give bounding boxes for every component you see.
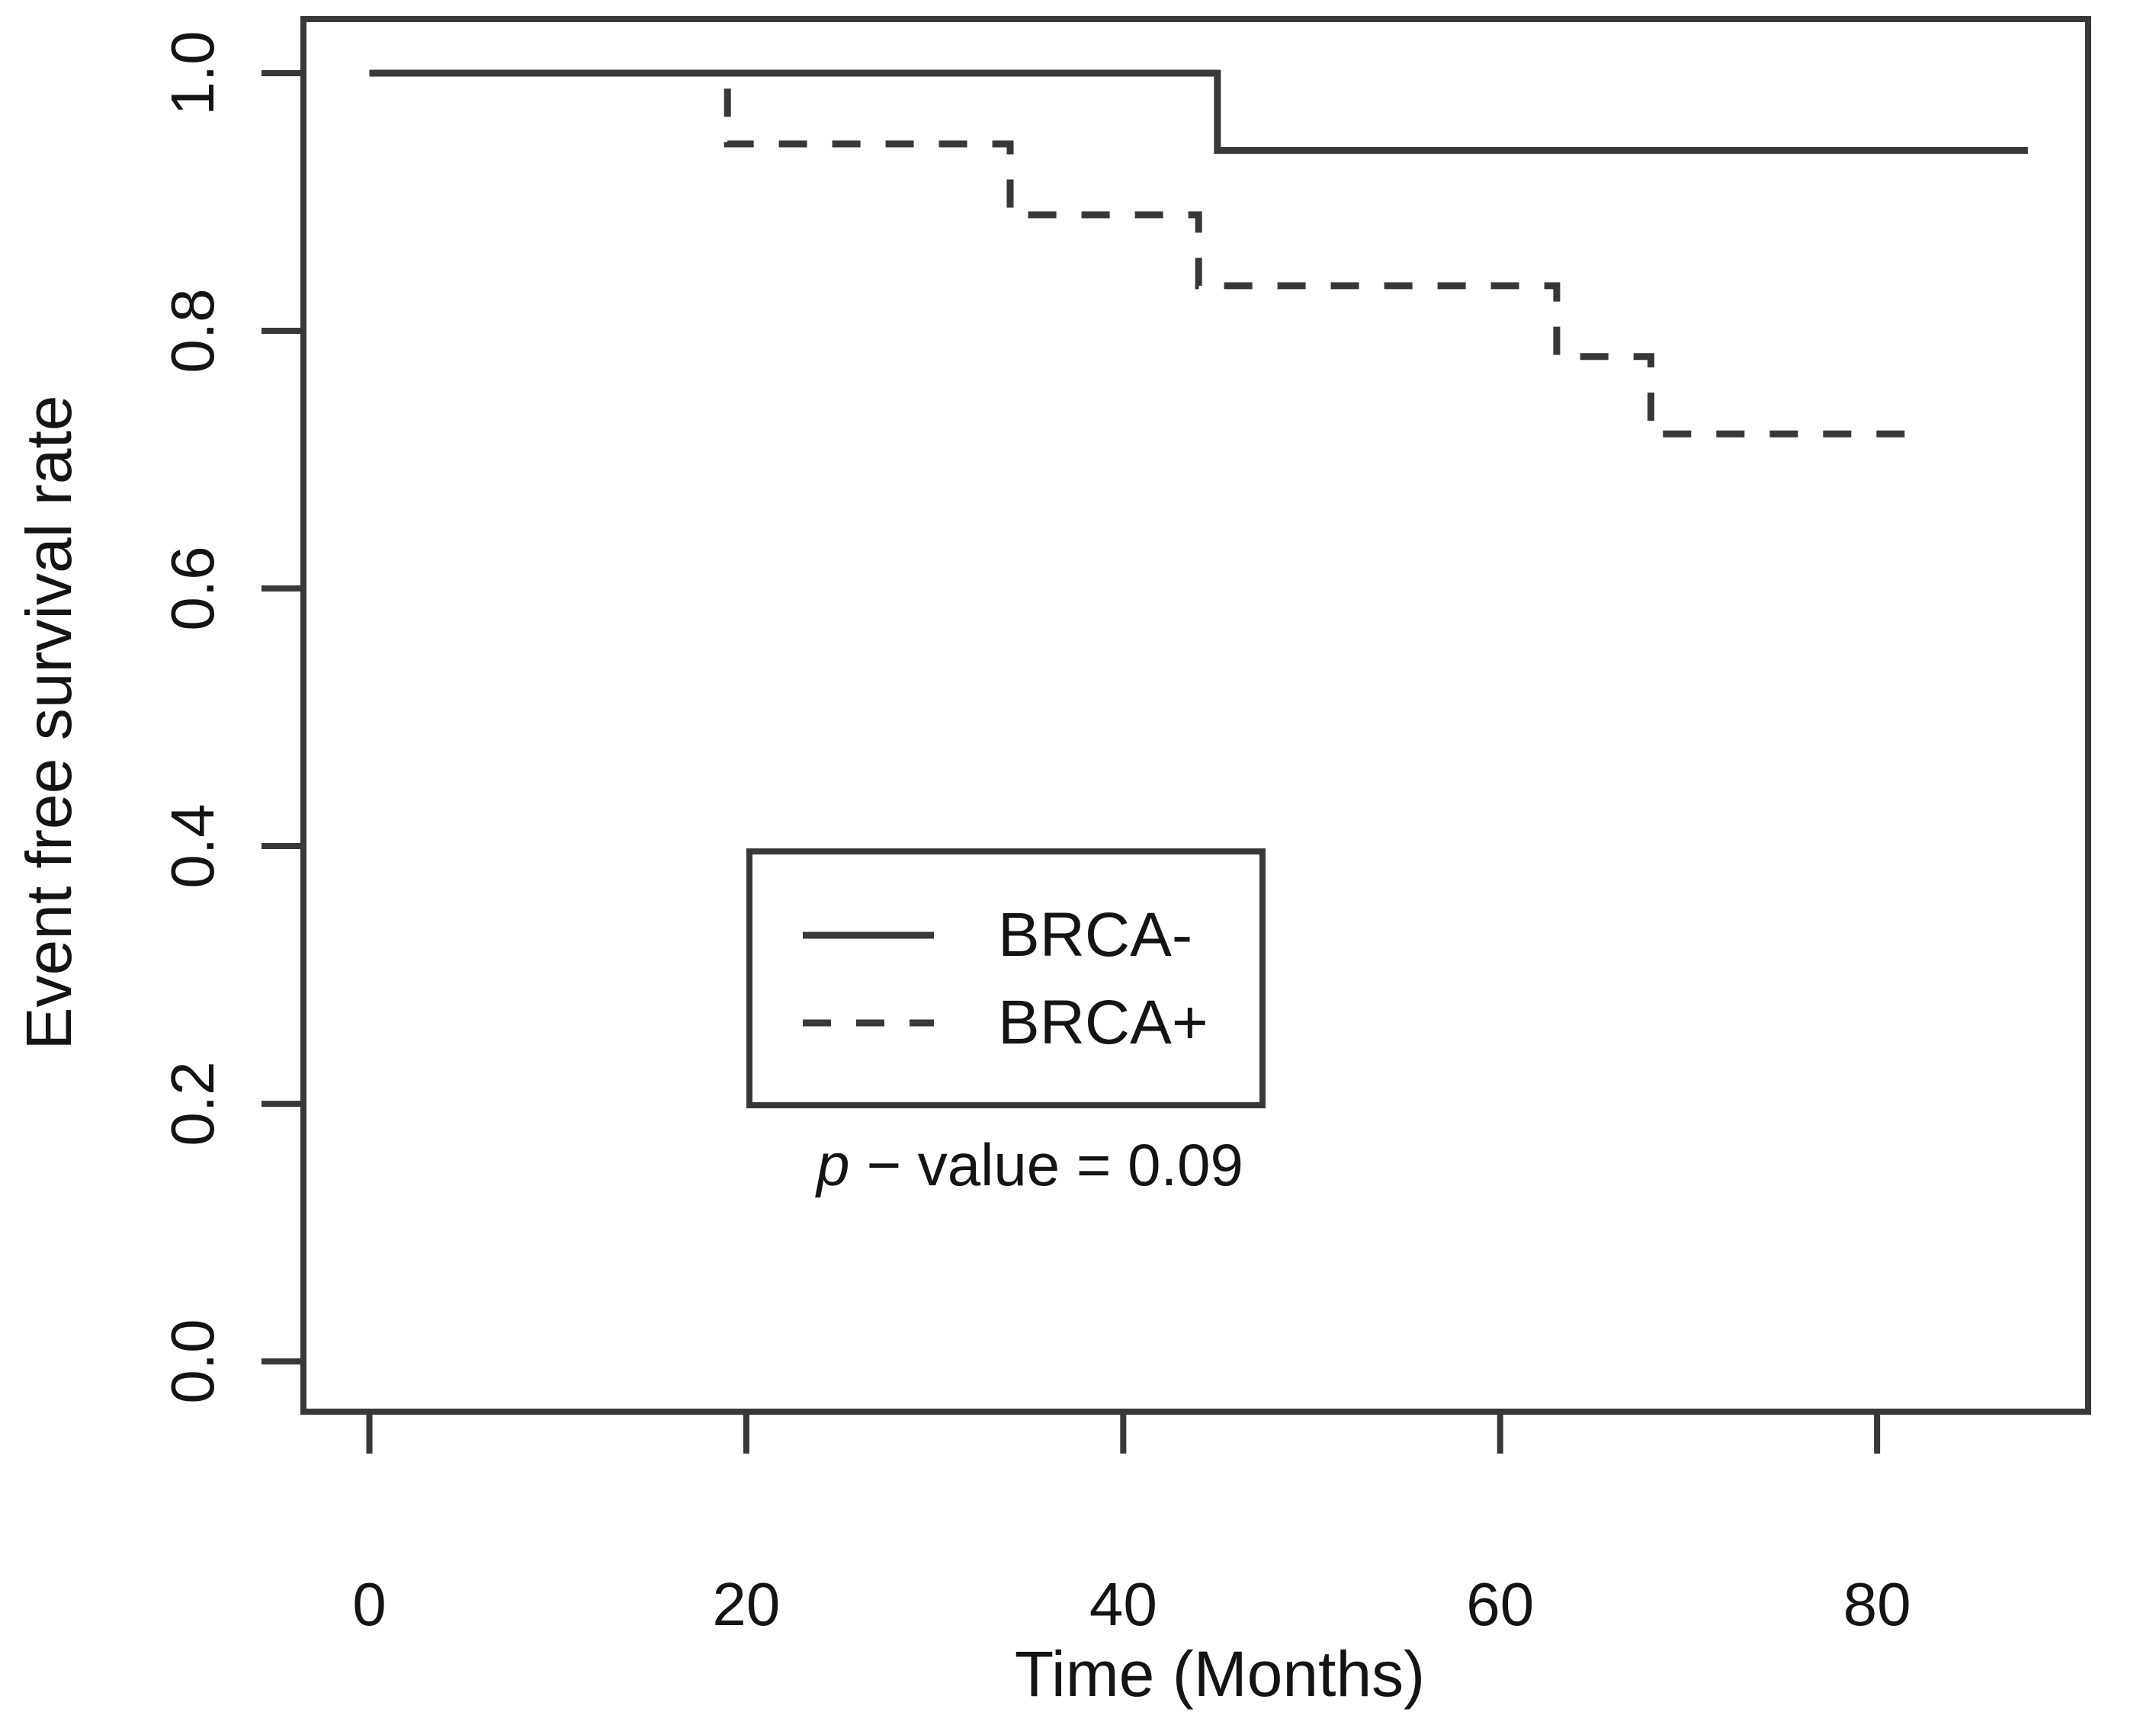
legend-label-brca-negative: BRCA- [998,900,1193,970]
legend: BRCA- BRCA+ [746,848,1266,1108]
p-value-annotation: p − value = 0.09 [817,1135,1243,1194]
legend-solid-line-sample [803,931,934,939]
p-symbol: p [817,1131,850,1198]
series-curve-brca-negative [369,69,2028,154]
y-tick-label: 1.0 [159,30,226,116]
x-tick-label: 80 [1843,1570,1911,1638]
legend-entry-brca-positive: BRCA+ [803,992,1208,1054]
legend-label-brca-positive: BRCA+ [998,988,1208,1057]
legend-dashed-line-sample [803,1019,934,1027]
p-value-text: − value = 0.09 [866,1131,1243,1198]
y-tick-label: 0.2 [159,1061,226,1146]
x-tick-label: 0 [352,1570,387,1638]
x-tick-label: 20 [712,1570,781,1638]
y-tick-label: 0.6 [159,546,226,631]
y-tick-label: 0.4 [159,803,226,889]
plot-box [300,16,2091,1415]
x-tick-label: 40 [1089,1570,1157,1638]
legend-entry-brca-negative: BRCA- [803,904,1192,967]
series-curve-brca-positive [369,69,1915,438]
y-tick-label: 0.0 [159,1319,226,1404]
x-axis-title: Time (Months) [1014,1638,1426,1710]
x-tick-label: 60 [1466,1570,1535,1638]
y-axis-title: Event free survival rate [13,395,85,1050]
y-tick-label: 0.8 [159,288,226,373]
